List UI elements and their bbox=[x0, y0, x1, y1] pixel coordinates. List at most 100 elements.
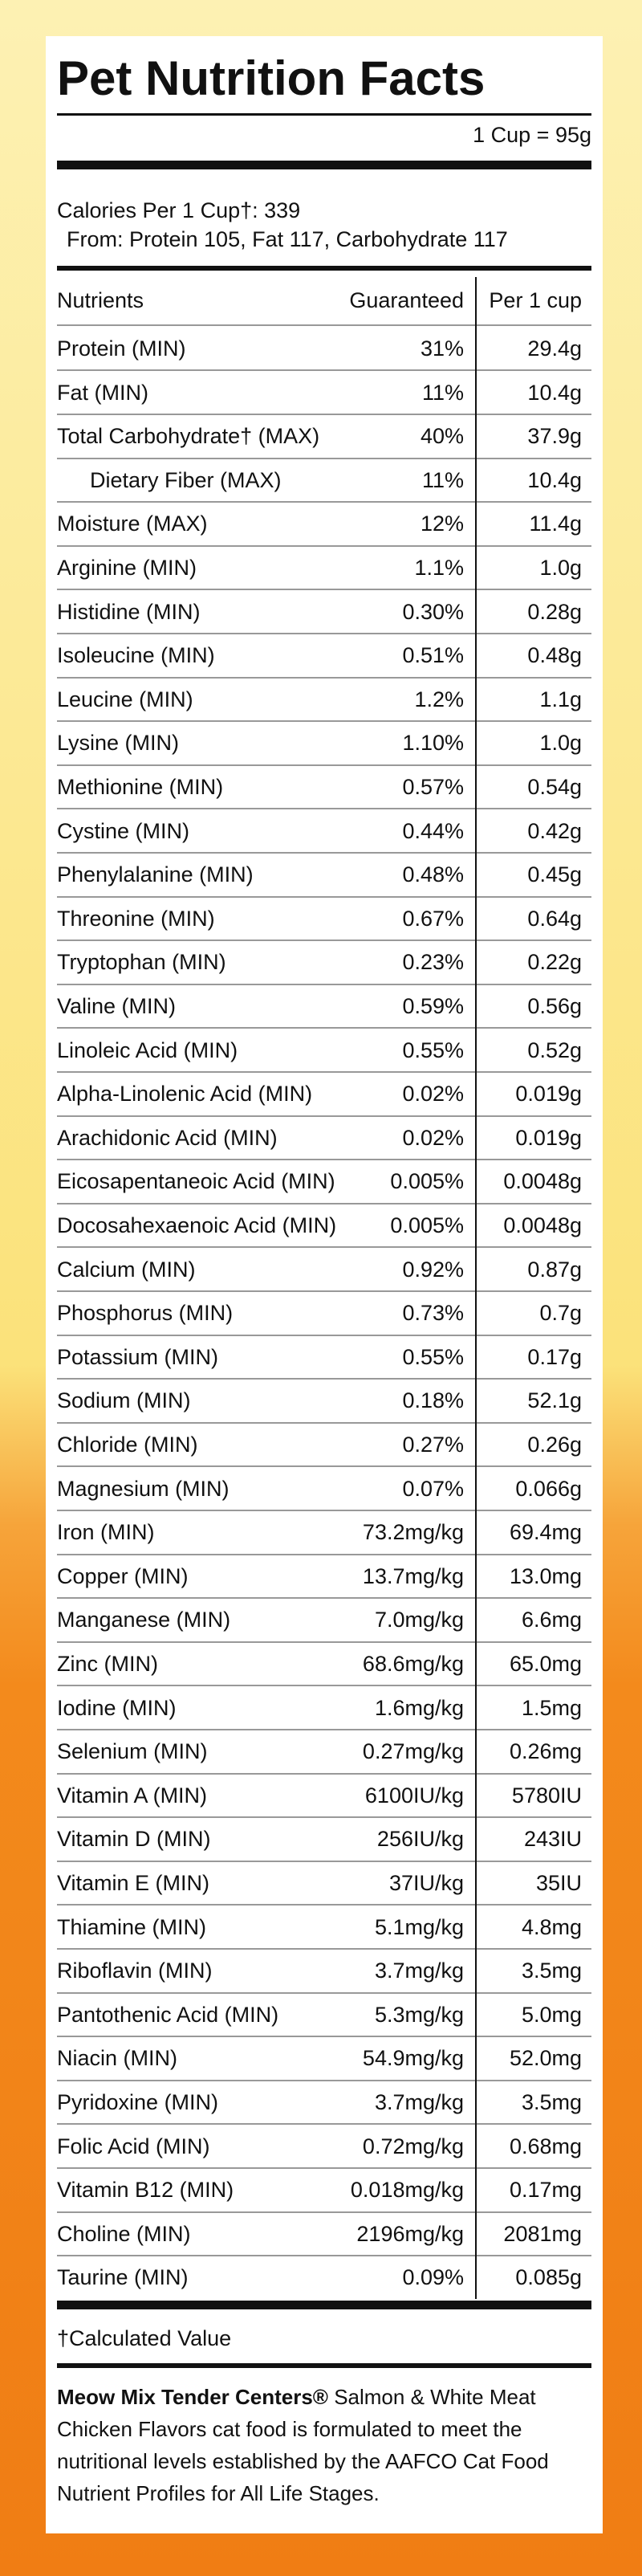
row-divider bbox=[57, 2211, 591, 2213]
nutrient-name: Niacin (MIN) bbox=[57, 2046, 178, 2071]
guaranteed-value: 0.55% bbox=[402, 1037, 464, 1062]
guaranteed-value: 3.7mg/kg bbox=[374, 2090, 464, 2114]
per-cup-value: 1.5mg bbox=[521, 1695, 582, 1720]
per-cup-value: 0.87g bbox=[527, 1257, 582, 1282]
row-divider bbox=[57, 1947, 591, 1950]
guaranteed-value: 0.23% bbox=[402, 950, 464, 975]
nutrient-name: Dietary Fiber (MAX) bbox=[90, 467, 282, 492]
nutrient-name: Linoleic Acid (MIN) bbox=[57, 1037, 238, 1062]
nutrient-name: Lysine (MIN) bbox=[57, 731, 180, 756]
row-divider bbox=[57, 589, 591, 591]
row-divider bbox=[57, 1641, 591, 1643]
per-cup-value: 0.54g bbox=[527, 775, 582, 799]
per-cup-value: 0.066g bbox=[515, 1476, 582, 1501]
guaranteed-value: 0.72mg/kg bbox=[362, 2134, 464, 2158]
nutrient-name: Magnesium (MIN) bbox=[57, 1476, 230, 1501]
row-divider bbox=[57, 1991, 591, 1994]
row-divider bbox=[57, 720, 591, 723]
calories: Calories Per 1 Cup†: 339 bbox=[57, 198, 301, 222]
per-cup-value: 0.085g bbox=[515, 2265, 582, 2290]
per-cup-value: 52.0mg bbox=[509, 2046, 582, 2071]
guaranteed-value: 11% bbox=[421, 467, 464, 492]
nutrient-name: Selenium (MIN) bbox=[57, 1739, 208, 1764]
row-divider bbox=[57, 1772, 591, 1775]
per-cup-value: 0.17g bbox=[527, 1344, 582, 1369]
nutrient-name: Thiamine (MIN) bbox=[57, 1914, 207, 1939]
guaranteed-value: 54.9mg/kg bbox=[362, 2046, 464, 2071]
per-cup-value: 5.0mg bbox=[521, 2002, 582, 2027]
serving-size: 1 Cup = 95g bbox=[473, 123, 591, 147]
row-divider bbox=[57, 851, 591, 854]
guaranteed-value: 73.2mg/kg bbox=[362, 1520, 464, 1545]
nutrient-name: Iodine (MIN) bbox=[57, 1695, 177, 1720]
row-divider bbox=[57, 632, 591, 634]
per-cup-value: 0.7g bbox=[539, 1301, 582, 1326]
row-divider bbox=[57, 1115, 591, 1117]
nutrient-name: Vitamin D (MIN) bbox=[57, 1827, 211, 1852]
row-divider bbox=[57, 676, 591, 679]
column-divider bbox=[475, 277, 477, 2300]
row-divider bbox=[57, 1378, 591, 1380]
row-divider bbox=[57, 1728, 591, 1730]
guaranteed-value: 0.57% bbox=[402, 775, 464, 799]
per-cup-value: 5780IU bbox=[511, 1783, 582, 1808]
row-divider bbox=[57, 2255, 591, 2257]
guaranteed-value: 37IU/kg bbox=[388, 1871, 464, 1895]
nutrient-name: Protein (MIN) bbox=[57, 336, 186, 361]
row-divider bbox=[57, 1465, 591, 1468]
row-divider bbox=[57, 501, 591, 503]
per-cup-value: 35IU bbox=[535, 1871, 582, 1895]
row-divider bbox=[57, 1860, 591, 1862]
row-divider bbox=[57, 1290, 591, 1292]
nutrient-name: Methionine (MIN) bbox=[57, 775, 224, 799]
nutrient-name: Chloride (MIN) bbox=[57, 1433, 198, 1457]
nutrient-name: Arachidonic Acid (MIN) bbox=[57, 1125, 278, 1150]
guaranteed-value: 2196mg/kg bbox=[356, 2221, 464, 2246]
per-cup-value: 65.0mg bbox=[509, 1652, 582, 1676]
guaranteed-value: 40% bbox=[420, 424, 464, 449]
guaranteed-value: 1.6mg/kg bbox=[374, 1695, 464, 1720]
nutrient-name: Sodium (MIN) bbox=[57, 1388, 191, 1413]
per-cup-value: 69.4mg bbox=[509, 1520, 582, 1545]
column-header: Nutrients bbox=[57, 288, 144, 312]
per-cup-value: 0.019g bbox=[515, 1082, 582, 1107]
guaranteed-value: 0.005% bbox=[390, 1213, 464, 1237]
per-cup-value: 0.22g bbox=[527, 950, 582, 975]
per-cup-value: 0.26g bbox=[527, 1433, 582, 1457]
per-cup-value: 1.0g bbox=[539, 731, 582, 756]
nutrient-name: Copper (MIN) bbox=[57, 1563, 189, 1588]
per-cup-value: 11.4g bbox=[529, 512, 582, 536]
guaranteed-value: 0.92% bbox=[402, 1257, 464, 1282]
nutrient-name: Manganese (MIN) bbox=[57, 1608, 231, 1632]
per-cup-value: 10.4g bbox=[527, 467, 582, 492]
per-cup-value: 52.1g bbox=[527, 1388, 582, 1413]
nutrient-name: Folic Acid (MIN) bbox=[57, 2134, 210, 2158]
calories-breakdown: From: Protein 105, Fat 117, Carbohydrate… bbox=[67, 227, 508, 251]
footnote: †Calculated Value bbox=[57, 2326, 232, 2350]
nutrient-name: Total Carbohydrate† (MAX) bbox=[57, 424, 320, 449]
row-divider bbox=[57, 1334, 591, 1336]
row-divider bbox=[57, 1816, 591, 1819]
nutrient-name: Riboflavin (MIN) bbox=[57, 1958, 213, 1983]
row-divider bbox=[57, 2166, 591, 2169]
per-cup-value: 0.64g bbox=[527, 906, 582, 931]
row-divider bbox=[57, 1159, 591, 1161]
row-divider bbox=[57, 940, 591, 942]
nutrient-name: Vitamin B12 (MIN) bbox=[57, 2178, 234, 2203]
nutrient-name: Potassium (MIN) bbox=[57, 1344, 219, 1369]
per-cup-value: 243IU bbox=[523, 1827, 582, 1852]
thick-rule bbox=[57, 266, 591, 271]
nutrient-name: Taurine (MIN) bbox=[57, 2265, 189, 2290]
row-divider bbox=[57, 2123, 591, 2126]
nutrient-name: Tryptophan (MIN) bbox=[57, 950, 226, 975]
guaranteed-value: 0.07% bbox=[402, 1476, 464, 1501]
nutrient-name: Isoleucine (MIN) bbox=[57, 643, 215, 668]
row-divider bbox=[57, 1027, 591, 1029]
per-cup-value: 0.0048g bbox=[503, 1213, 582, 1237]
guaranteed-value: 0.005% bbox=[390, 1169, 464, 1194]
guaranteed-value: 5.3mg/kg bbox=[374, 2002, 464, 2027]
row-divider bbox=[57, 983, 591, 985]
nutrient-name: Phosphorus (MIN) bbox=[57, 1301, 234, 1326]
guaranteed-value: 0.18% bbox=[402, 1388, 464, 1413]
per-cup-value: 0.68mg bbox=[509, 2134, 582, 2158]
